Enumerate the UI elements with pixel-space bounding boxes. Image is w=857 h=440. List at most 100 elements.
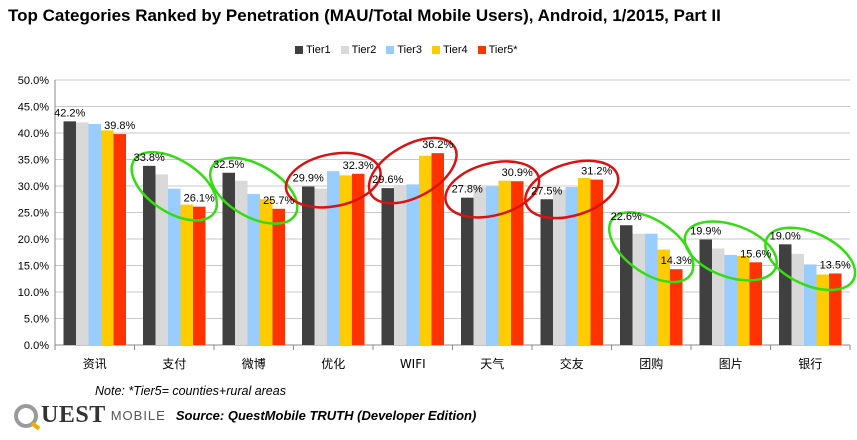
legend-label: Tier1 — [306, 44, 331, 56]
highlight-ellipse — [208, 156, 299, 225]
data-label: 22.6% — [611, 211, 642, 223]
bar-Tier4 — [657, 249, 670, 345]
legend-swatch — [295, 46, 303, 54]
questmobile-logo: UEST MOBILE — [14, 402, 166, 429]
data-label: 14.3% — [661, 255, 692, 267]
data-label: 25.7% — [263, 195, 294, 207]
highlight-ellipse — [367, 136, 458, 205]
y-tick-label: 35.0% — [18, 155, 49, 167]
bar-Tier5 — [272, 208, 285, 345]
data-label: 33.8% — [134, 152, 165, 164]
bar-Tier1 — [540, 199, 553, 345]
bar-Tier3 — [804, 264, 817, 345]
x-tick-label: 银行 — [798, 357, 822, 371]
bar-Tier4 — [180, 204, 193, 345]
bar-Tier2 — [712, 248, 725, 345]
data-label: 27.8% — [452, 184, 483, 196]
x-tick-label: 资讯 — [83, 357, 107, 371]
bar-Tier2 — [632, 233, 645, 345]
legend-label: Tier5* — [488, 44, 518, 56]
data-label: 19.0% — [770, 230, 801, 242]
bar-Tier2 — [473, 187, 486, 345]
bar-Tier1 — [699, 239, 712, 345]
legend-swatch — [431, 46, 440, 54]
chart-title: Top Categories Ranked by Penetration (MA… — [8, 6, 721, 25]
highlight-ellipse — [524, 159, 620, 220]
bar-Tier2 — [553, 189, 566, 345]
legend-item: Tier2 — [340, 44, 377, 56]
bar-Tier4 — [339, 175, 352, 345]
x-tick-label: WIFI — [400, 357, 426, 371]
data-label: 13.5% — [820, 259, 851, 271]
bar-Tier4 — [816, 274, 829, 345]
bar-Tier3 — [247, 193, 260, 345]
bar-Tier3 — [724, 254, 737, 345]
legend-item: Tier4 — [431, 44, 468, 56]
data-label: 39.8% — [104, 120, 135, 132]
y-tick-label: 0.0% — [24, 340, 49, 352]
legend-item: Tier5* — [477, 44, 518, 56]
data-label: 29.9% — [293, 173, 324, 185]
y-tick-label: 20.0% — [18, 234, 49, 246]
x-tick-label: 优化 — [321, 357, 345, 371]
bar-Tier3 — [327, 171, 340, 345]
bar-Tier4 — [578, 178, 591, 345]
legend-item: Tier3 — [386, 44, 422, 56]
data-label: 27.5% — [531, 185, 562, 197]
y-tick-label: 5.0% — [24, 314, 49, 326]
bar-Tier1 — [63, 121, 76, 345]
bar-Tier5 — [352, 173, 365, 345]
y-tick-label: 30.0% — [18, 181, 49, 193]
bar-Tier4 — [737, 255, 750, 345]
highlight-ellipse — [764, 226, 857, 292]
y-tick-label: 25.0% — [18, 208, 49, 220]
footer: UEST MOBILE Source: QuestMobile TRUTH (D… — [14, 402, 476, 429]
bar-Tier5 — [511, 181, 524, 345]
bar-Tier3 — [565, 187, 578, 345]
y-tick-label: 50.0% — [18, 75, 49, 87]
bar-Tier2 — [155, 174, 168, 345]
data-label: 32.5% — [213, 159, 244, 171]
bar-Tier2 — [791, 253, 804, 345]
bar-Tier5 — [749, 262, 762, 345]
x-tick-label: 微博 — [242, 356, 266, 371]
x-tick-label: 图片 — [719, 357, 743, 371]
legend-swatch — [477, 46, 486, 54]
data-label: 36.2% — [422, 139, 453, 151]
bar-Tier1 — [779, 244, 792, 345]
y-tick-label: 45.0% — [18, 102, 49, 114]
x-tick-label: 交友 — [560, 356, 584, 371]
q-logo-icon — [14, 403, 38, 428]
legend-swatch — [340, 46, 349, 54]
bar-Tier1 — [222, 172, 235, 345]
bar-Tier4 — [101, 130, 114, 345]
data-label: 42.2% — [54, 107, 85, 119]
highlight-ellipse — [607, 211, 695, 284]
data-label: 19.9% — [690, 226, 721, 238]
bar-Tier5 — [829, 273, 842, 345]
data-label: 26.1% — [184, 193, 215, 205]
bar-Tier1 — [620, 225, 633, 345]
y-tick-label: 40.0% — [18, 128, 49, 140]
highlight-ellipse — [130, 150, 219, 222]
bar-Tier5 — [590, 179, 603, 345]
legend-swatch — [386, 46, 395, 54]
logo-text: UEST — [41, 402, 106, 428]
data-label: 31.2% — [581, 166, 612, 178]
bar-Tier4 — [498, 180, 511, 345]
bar-Tier2 — [394, 184, 407, 345]
bar-Tier3 — [645, 233, 658, 345]
legend-item: Tier1 — [295, 44, 331, 56]
y-tick-label: 15.0% — [18, 261, 49, 273]
legend-label: Tier2 — [351, 44, 377, 56]
x-tick-label: 支付 — [162, 357, 186, 371]
bar-Tier1 — [143, 165, 156, 345]
legend: Tier1 Tier2 Tier3 Tier4 Tier5* — [295, 44, 518, 56]
bar-Tier3 — [486, 186, 499, 345]
x-tick-label: 天气 — [480, 356, 504, 371]
logo-subtext: MOBILE — [110, 408, 166, 423]
y-tick-label: 10.0% — [18, 287, 49, 299]
bar-Tier1 — [461, 197, 474, 345]
data-label: 32.3% — [343, 160, 374, 172]
